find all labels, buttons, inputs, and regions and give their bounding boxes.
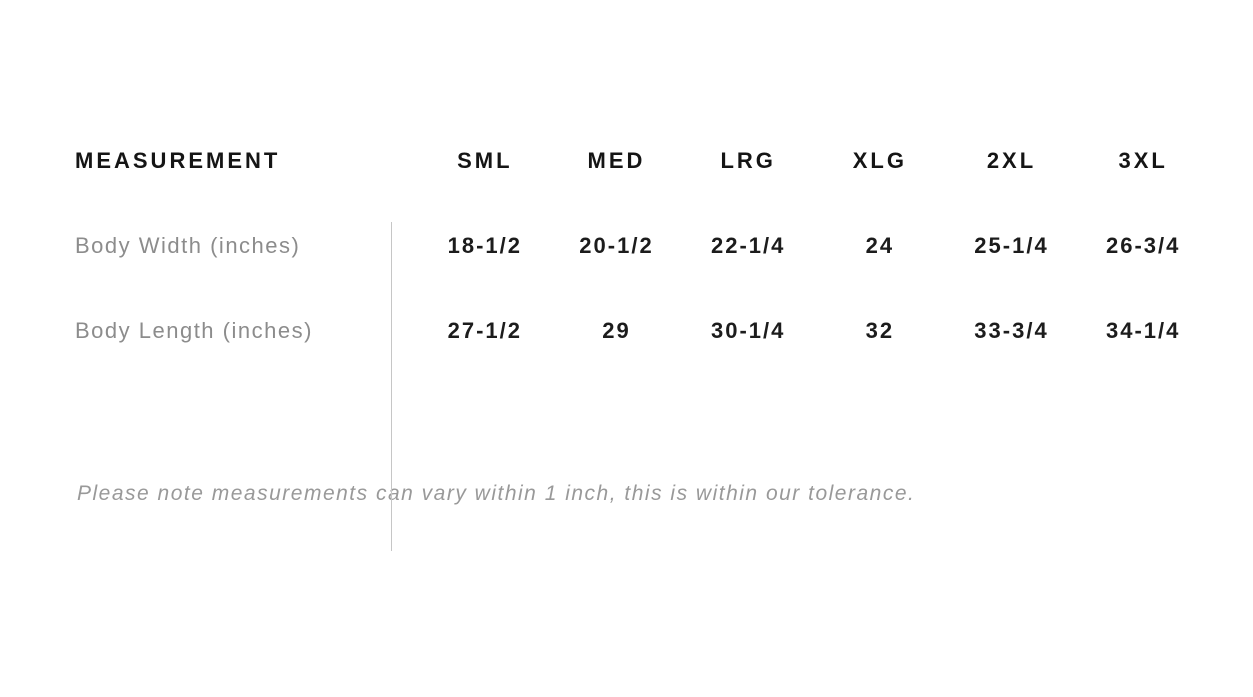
body-length-2xl: 33-3/4 (974, 318, 1049, 343)
body-length-3xl: 34-1/4 (1105, 318, 1181, 343)
table-row-body-length: Body Length (inches) 27-1/2 29 30-1/4 32… (75, 308, 1209, 354)
column-divider (391, 222, 392, 551)
size-chart: MEASUREMENT SML MED LRG XLG 2XL 3XL Body… (0, 138, 1253, 551)
column-header-lrg: LRG (720, 148, 776, 173)
column-header-sml: SML (457, 148, 513, 173)
body-width-xlg: 24 (865, 233, 895, 258)
table-header-row: MEASUREMENT SML MED LRG XLG 2XL 3XL (75, 138, 1209, 184)
body-width-3xl: 26-3/4 (1105, 233, 1181, 258)
measurement-table: MEASUREMENT SML MED LRG XLG 2XL 3XL Body… (75, 138, 1209, 354)
tolerance-note: Please note measurements can vary within… (77, 482, 916, 505)
body-length-med: 29 (602, 318, 631, 343)
body-width-lrg: 22-1/4 (710, 233, 786, 258)
body-width-2xl: 25-1/4 (974, 233, 1049, 258)
body-length-sml: 27-1/2 (447, 318, 523, 343)
column-header-med: MED (587, 148, 646, 173)
body-width-sml: 18-1/2 (447, 233, 523, 258)
body-width-med: 20-1/2 (579, 233, 654, 258)
body-length-lrg: 30-1/4 (710, 318, 786, 343)
column-header-2xl: 2XL (986, 148, 1037, 173)
column-header-3xl: 3XL (1118, 148, 1168, 173)
column-header-measurement: MEASUREMENT (75, 148, 281, 173)
body-length-xlg: 32 (865, 318, 895, 343)
table-row-body-width: Body Width (inches) 18-1/2 20-1/2 22-1/4… (75, 223, 1209, 269)
column-header-xlg: XLG (852, 148, 907, 173)
row-label-body-length: Body Length (inches) (75, 318, 313, 343)
row-label-body-width: Body Width (inches) (75, 233, 301, 258)
